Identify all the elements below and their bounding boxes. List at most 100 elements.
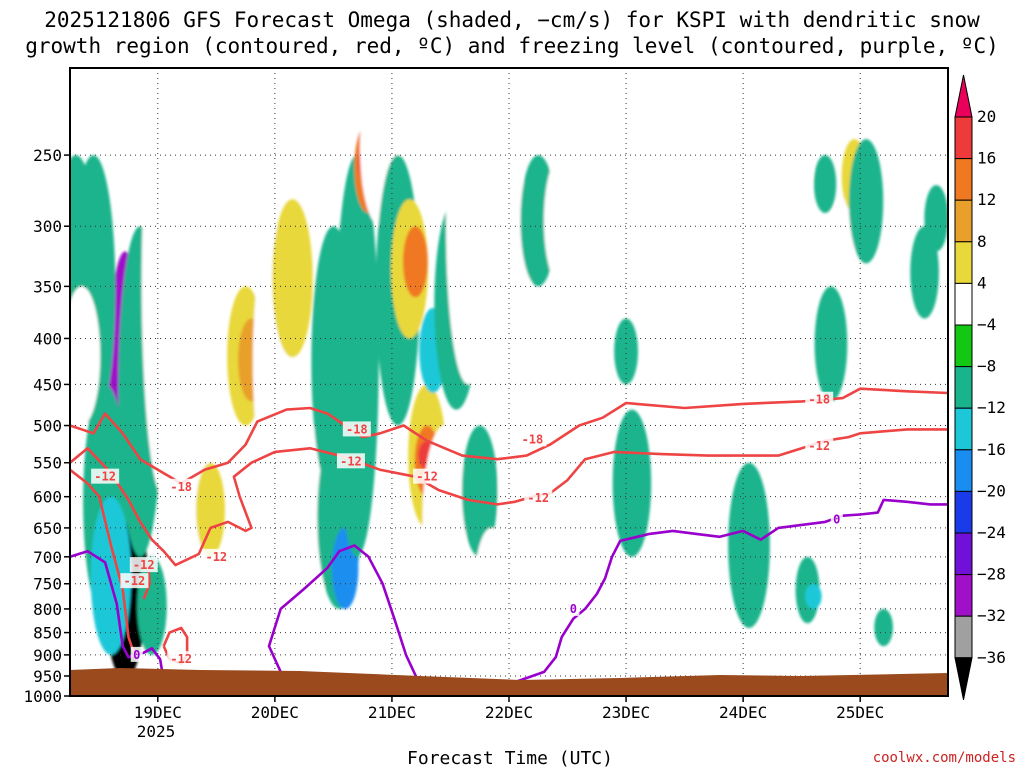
contour-label-bg-6 bbox=[518, 431, 547, 447]
contour-label-14: 0 bbox=[570, 602, 577, 616]
y-tick-label-14: 950 bbox=[33, 667, 62, 686]
contour-label-15: 0 bbox=[833, 512, 840, 526]
contour-label-bg-13 bbox=[130, 646, 143, 662]
colorbar-cap-bottom bbox=[954, 657, 973, 700]
freezing-contour-2 bbox=[267, 544, 438, 696]
colorbar-bin-13 bbox=[954, 615, 973, 659]
y-tick-label-8: 650 bbox=[33, 519, 62, 538]
contour-label-bg-10 bbox=[129, 557, 158, 573]
ground-fill bbox=[70, 668, 948, 696]
omega-blob-12 bbox=[206, 68, 251, 287]
omega-blob-27 bbox=[402, 226, 428, 298]
omega-blob-58 bbox=[902, 155, 923, 200]
omega-blob-40 bbox=[543, 155, 580, 287]
plot-area: -12 -18 -12 -18 -12 -12 -18 -12 -18 -12 -12 -12 -12 0… bbox=[70, 68, 948, 696]
contour-label-bg-1 bbox=[167, 478, 196, 494]
y-tick-label-5: 500 bbox=[33, 417, 62, 436]
colorbar-bin-12 bbox=[954, 574, 973, 617]
colorbar-label-1: 16 bbox=[977, 149, 996, 168]
contour-label-bg-4 bbox=[336, 453, 365, 469]
contour-label-3: -18 bbox=[346, 422, 368, 436]
dendritic-contour-2 bbox=[70, 468, 136, 656]
colorbar-label-3: 8 bbox=[977, 232, 987, 251]
contour-label-9: -12 bbox=[808, 439, 830, 453]
contour-label-2: -12 bbox=[205, 550, 227, 564]
contour-label-4: -12 bbox=[340, 454, 362, 468]
colorbar-bin-1 bbox=[954, 116, 973, 160]
contour-label-8: -18 bbox=[808, 393, 830, 407]
omega-blob-53 bbox=[829, 199, 856, 276]
contour-label-1: -18 bbox=[170, 480, 192, 494]
omega-blob-46 bbox=[728, 462, 770, 628]
x-tick-sublabel: 2025 bbox=[137, 722, 176, 741]
colorbar-label-8: −16 bbox=[977, 440, 1006, 459]
contour-label-5: -12 bbox=[416, 470, 438, 484]
contour-labels: -12 -18 -12 -18 -12 -12 -18 -12 -18 -12 -12 -12 -12 0… bbox=[91, 391, 843, 667]
omega-blob-51 bbox=[813, 155, 837, 213]
credit-text: coolwx.com/models bbox=[873, 750, 1016, 766]
colorbar-label-13: −36 bbox=[977, 648, 1006, 667]
y-tick-label-0: 250 bbox=[33, 146, 62, 165]
colorbar-bin-2 bbox=[954, 158, 973, 201]
contour-label-bg-8 bbox=[805, 391, 834, 407]
omega-blob-34 bbox=[446, 68, 491, 385]
contour-label-bg-9 bbox=[805, 438, 834, 454]
y-tick-label-2: 350 bbox=[33, 277, 62, 296]
x-tick-label-6: 25DEC bbox=[836, 703, 884, 722]
y-tick-label-15: 1000 bbox=[23, 687, 62, 706]
x-axis-label: Forecast Time (UTC) bbox=[407, 748, 613, 768]
x-tick-label-3: 22DEC bbox=[485, 703, 533, 722]
contour-label-bg-5 bbox=[413, 468, 442, 484]
omega-blob-52 bbox=[814, 286, 848, 402]
contour-label-11: -12 bbox=[124, 574, 146, 588]
omega-blob-42 bbox=[614, 318, 639, 385]
colorbar-label-10: −24 bbox=[977, 523, 1006, 542]
colorbar-bin-6 bbox=[954, 324, 973, 368]
x-tick-label-2: 21DEC bbox=[368, 703, 416, 722]
x-axis: 19DEC 20DEC 21DEC 22DEC 23DEC 24DEC 25DEC bbox=[134, 696, 884, 722]
y-tick-label-4: 450 bbox=[33, 375, 62, 394]
y-tick-label-13: 900 bbox=[33, 646, 62, 665]
omega-blob-57 bbox=[888, 68, 914, 140]
colorbar-bin-3 bbox=[954, 199, 973, 243]
dendritic-contour-1 bbox=[70, 428, 948, 567]
colorbar-label-5: −4 bbox=[977, 315, 996, 334]
x-tick-label-5: 24DEC bbox=[719, 703, 767, 722]
contour-label-bg-0 bbox=[91, 468, 120, 484]
colorbar-bin-5 bbox=[954, 282, 973, 326]
colorbar: 20 16 12 8 4 −4 −8 −12 −16 −20 −24 −28 −32 −36 bbox=[954, 74, 1006, 700]
omega-blob-8 bbox=[70, 286, 101, 426]
contour-label-bg-11 bbox=[120, 573, 149, 589]
omega-blob-59 bbox=[908, 105, 930, 156]
contour-label-7: -12 bbox=[527, 491, 549, 505]
contour-label-bg-14 bbox=[567, 600, 580, 616]
y-tick-label-1: 300 bbox=[33, 217, 62, 236]
omega-blob-9 bbox=[141, 68, 186, 497]
omega-blob-50 bbox=[805, 583, 822, 609]
omega-blob-43 bbox=[612, 409, 652, 557]
y-tick-label-9: 700 bbox=[33, 548, 62, 567]
colorbar-bin-9 bbox=[954, 449, 973, 492]
chart-title-line-1: 2025121806 GFS Forecast Omega (shaded, −… bbox=[44, 8, 980, 32]
contour-label-bg-3 bbox=[342, 421, 371, 437]
colorbar-bin-11 bbox=[954, 532, 973, 576]
chart-title-line-2: growth region (contoured, red, ºC) and f… bbox=[25, 34, 999, 58]
omega-blob-48 bbox=[778, 105, 813, 227]
colorbar-bin-10 bbox=[954, 490, 973, 534]
omega-blob-60 bbox=[910, 226, 939, 319]
omega-shading bbox=[70, 68, 948, 689]
omega-blob-41 bbox=[555, 425, 592, 557]
contour-label-13: 0 bbox=[133, 648, 140, 662]
colorbar-bin-4 bbox=[954, 241, 973, 284]
omega-blob-55 bbox=[848, 139, 884, 264]
y-axis: 250 300 350 400 450 500 550 600 650 700 750 800 850 9… bbox=[23, 146, 70, 706]
x-tick-label-1: 20DEC bbox=[251, 703, 299, 722]
colorbar-bin-8 bbox=[954, 407, 973, 451]
y-tick-label-3: 400 bbox=[33, 329, 62, 348]
colorbar-label-6: −8 bbox=[977, 357, 996, 376]
colorbar-label-0: 20 bbox=[977, 107, 996, 126]
dendritic-contour-0 bbox=[70, 387, 948, 485]
omega-blob-4 bbox=[90, 496, 132, 655]
contour-label-bg-2 bbox=[202, 548, 231, 564]
